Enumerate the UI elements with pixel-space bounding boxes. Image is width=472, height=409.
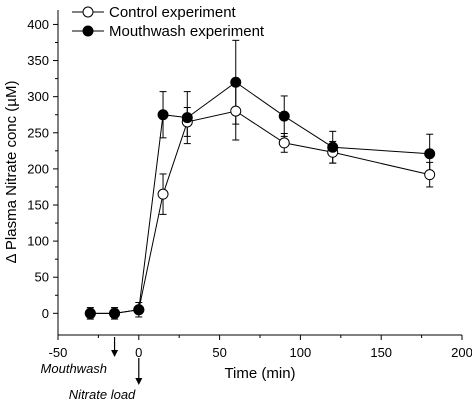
annotation-arrowhead: [135, 378, 143, 385]
y-tick-label: 200: [27, 161, 49, 176]
data-point-mouthwash: [424, 148, 436, 160]
data-point-mouthwash: [181, 112, 193, 124]
y-tick-label: 0: [42, 306, 49, 321]
data-point-mouthwash: [133, 304, 145, 316]
data-point-control: [157, 188, 169, 200]
data-point-control: [230, 105, 242, 117]
annotation-nitrate-load: Nitrate load: [69, 387, 136, 402]
series-line-mouthwash: [90, 81, 430, 314]
x-tick-label: 150: [370, 345, 392, 360]
y-tick-label: 50: [35, 270, 49, 285]
legend-marker-control: [82, 6, 94, 18]
legend-marker-mouthwash: [82, 25, 94, 37]
y-tick-label: 300: [27, 89, 49, 104]
data-point-mouthwash: [278, 110, 290, 122]
data-point-mouthwash: [327, 141, 339, 153]
x-axis-title: Time (min): [224, 365, 295, 382]
y-tick-label: 400: [27, 17, 49, 32]
y-tick-label: 350: [27, 53, 49, 68]
annotations: Mouthwash Nitrate load: [41, 337, 143, 402]
legend: Control experiment Mouthwash experiment: [72, 4, 265, 40]
x-ticks: -50 0 50 100 150 200: [49, 335, 472, 360]
data-point-mouthwash: [109, 307, 121, 319]
annotation-arrowhead: [111, 350, 119, 357]
x-tick-label: 0: [135, 345, 142, 360]
x-tick-label: 50: [212, 345, 226, 360]
data-points: [84, 76, 436, 319]
data-point-mouthwash: [84, 307, 96, 319]
x-tick-label: -50: [49, 345, 68, 360]
data-point-control: [424, 169, 436, 181]
y-tick-label: 100: [27, 234, 49, 249]
x-tick-label: 100: [290, 345, 312, 360]
series-lines: [90, 81, 430, 314]
annotation-mouthwash: Mouthwash: [41, 361, 107, 376]
y-axis-title: Δ Plasma Nitrate conc (µM): [3, 81, 20, 264]
legend-label-mouthwash: Mouthwash experiment: [109, 23, 265, 40]
data-point-control: [278, 137, 290, 149]
series-line-control: [90, 110, 430, 314]
data-point-mouthwash: [230, 76, 242, 88]
x-tick-label: 200: [451, 345, 472, 360]
y-tick-label: 250: [27, 125, 49, 140]
y-ticks: 0 50 100 150 200 250 300 350 400: [27, 17, 58, 321]
legend-label-control: Control experiment: [109, 4, 237, 21]
data-point-mouthwash: [157, 109, 169, 121]
error-bars: [86, 39, 434, 320]
y-tick-label: 150: [27, 198, 49, 213]
